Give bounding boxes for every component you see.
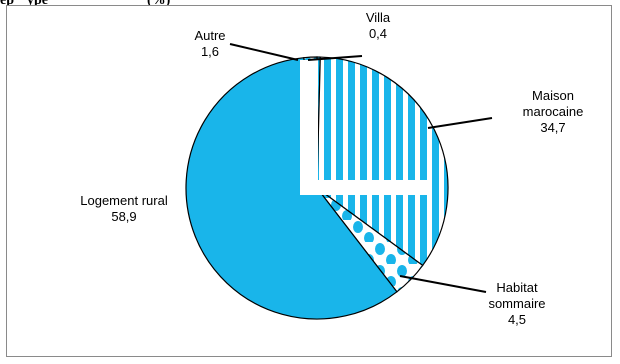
leader-line-habitat-sommaire [399,275,487,293]
pie-slice-maison-marocaine [316,56,449,267]
data-label-value-logement-rural: 58,9 [111,209,136,224]
data-label-name-habitat-sommaire: Habitat [496,280,538,295]
data-label-value-autre: 1,6 [201,44,219,59]
data-label-name-maison-marocaine: Maison [532,88,574,103]
chart-title-fragment: ep ype (%) [0,0,170,9]
data-label-value-habitat-sommaire: 4,5 [508,312,526,327]
title-fragment-2: ype [27,0,48,8]
pie-inset-gap-2 [318,180,430,195]
data-label-name-habitat-sommaire: sommaire [488,296,545,311]
data-label-value-villa: 0,4 [369,26,387,41]
leader-line-villa [307,55,363,61]
data-label-value-maison-marocaine: 34,7 [540,120,565,135]
data-label-name-villa: Villa [366,10,391,25]
data-label-name-maison-marocaine: marocaine [523,104,584,119]
data-label-name-logement-rural: Logement rural [80,193,168,208]
leader-line-autre [229,43,299,61]
title-fragment-1: ep [0,0,14,8]
title-fragment-3: (%) [147,0,171,8]
pie-inset-gap [300,60,318,195]
pie-slice-logement-rural [185,57,398,320]
data-label-name-autre: Autre [194,28,225,43]
leader-line-maison-marocaine [427,117,493,129]
